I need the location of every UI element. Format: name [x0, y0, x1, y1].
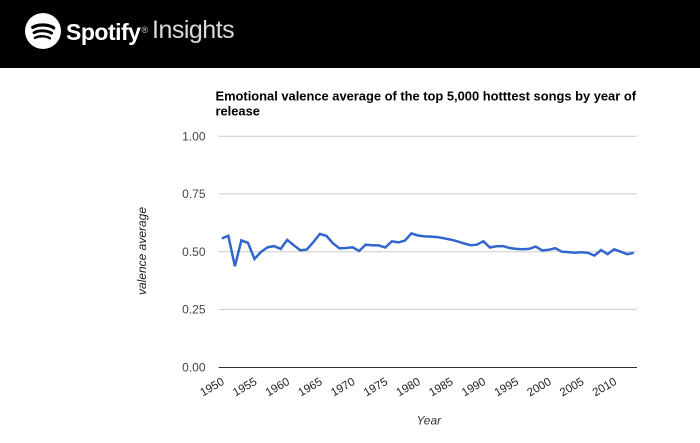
svg-text:1960: 1960 [264, 376, 292, 399]
svg-text:0.25: 0.25 [182, 303, 206, 317]
svg-text:1965: 1965 [296, 376, 324, 399]
svg-text:1970: 1970 [329, 376, 357, 399]
svg-text:2010: 2010 [591, 376, 619, 399]
svg-text:1980: 1980 [395, 376, 423, 399]
svg-text:0.50: 0.50 [182, 245, 206, 259]
svg-text:release: release [216, 104, 260, 119]
svg-text:2005: 2005 [558, 376, 586, 399]
svg-text:1975: 1975 [362, 376, 390, 399]
svg-text:valence average: valence average [135, 207, 149, 295]
svg-text:Emotional valence average of t: Emotional valence average of the top 5,0… [216, 89, 637, 104]
svg-text:Year: Year [416, 413, 442, 427]
svg-text:0.00: 0.00 [182, 360, 206, 374]
svg-text:1990: 1990 [460, 376, 488, 399]
svg-text:1950: 1950 [198, 376, 226, 399]
svg-text:0.75: 0.75 [182, 187, 206, 201]
svg-text:1985: 1985 [427, 376, 455, 399]
svg-text:1.00: 1.00 [182, 130, 206, 144]
svg-text:1955: 1955 [231, 376, 259, 399]
svg-text:1995: 1995 [493, 376, 521, 399]
svg-text:2000: 2000 [525, 376, 553, 399]
